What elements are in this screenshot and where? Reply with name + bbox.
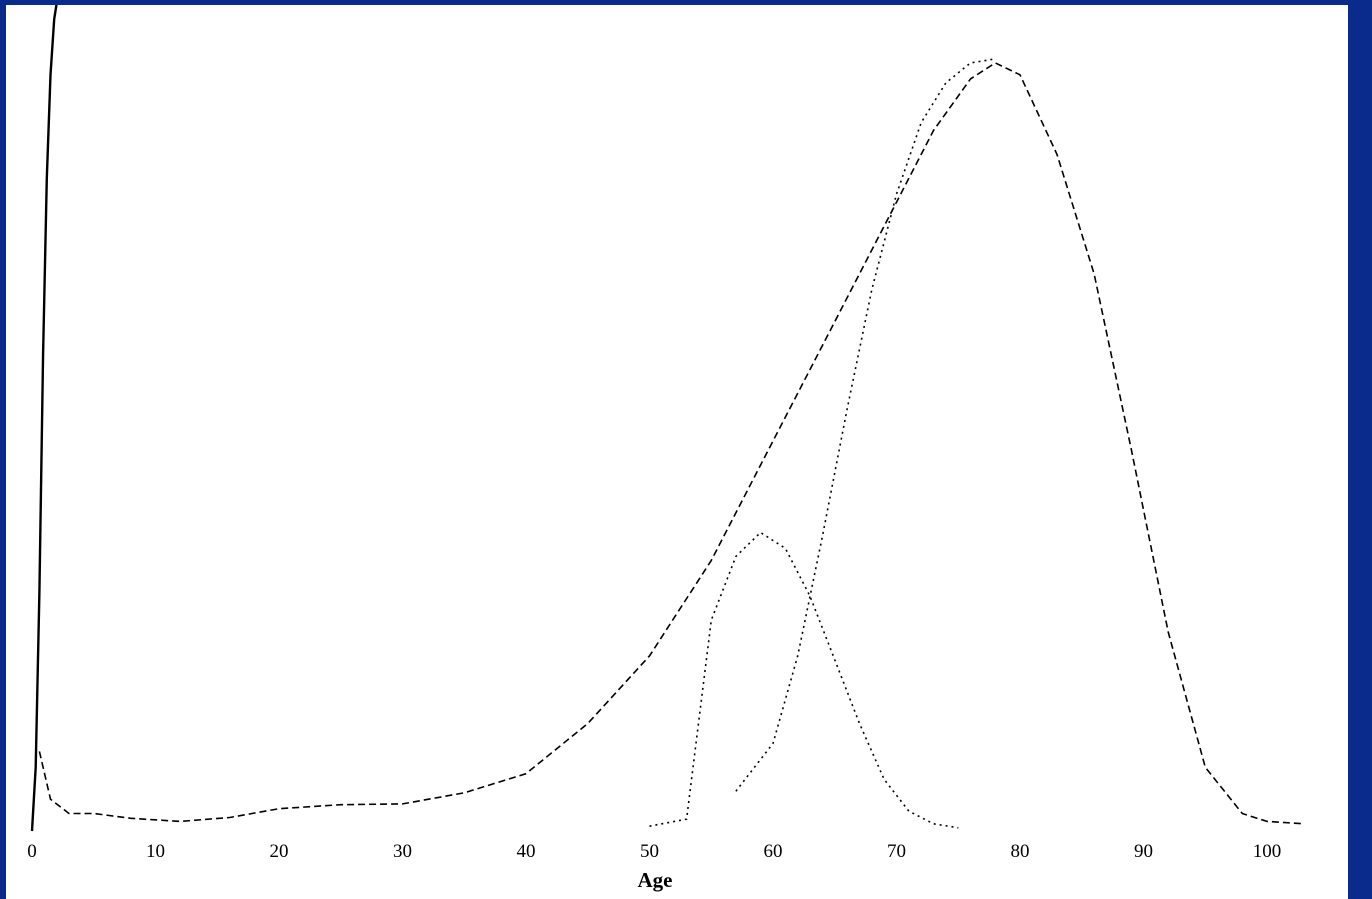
x-tick-label: 90 — [1134, 841, 1153, 862]
x-tick-label: 100 — [1253, 841, 1282, 862]
x-tick-label: 20 — [270, 841, 289, 862]
age-distribution-chart: 0 10 20 30 40 50 60 70 80 90 100 Age — [27, 5, 1305, 892]
series-line-4 — [735, 58, 996, 792]
series-line-3 — [649, 531, 959, 829]
plot-area: 0 10 20 30 40 50 60 70 80 90 100 Age — [6, 5, 1348, 899]
series-group — [30, 5, 1305, 832]
series-line-2 — [38, 62, 1305, 825]
x-tick-label: 80 — [1011, 841, 1030, 862]
x-tick-label: 50 — [640, 841, 659, 862]
x-tick-label: 30 — [393, 841, 412, 862]
series-line-1 — [30, 5, 58, 832]
x-tick-label: 10 — [146, 841, 165, 862]
x-tick-label: 60 — [764, 841, 783, 862]
x-tick-labels: 0 10 20 30 40 50 60 70 80 90 100 — [27, 841, 1281, 862]
x-axis-title: Age — [638, 868, 673, 892]
x-tick-label: 0 — [27, 841, 37, 862]
x-tick-label: 40 — [517, 841, 536, 862]
x-tick-label: 70 — [887, 841, 906, 862]
